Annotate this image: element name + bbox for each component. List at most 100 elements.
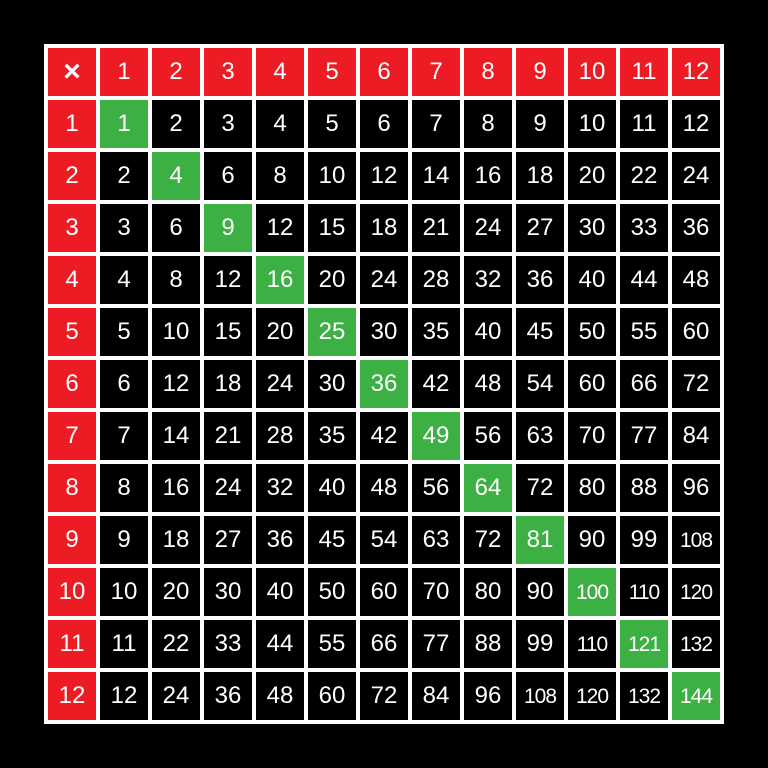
cell-6-1: 6 bbox=[100, 360, 148, 408]
cell-9-1: 9 bbox=[100, 516, 148, 564]
cell-12-10: 120 bbox=[568, 672, 616, 720]
cell-6-8: 48 bbox=[464, 360, 512, 408]
cell-2-9: 18 bbox=[516, 152, 564, 200]
cell-7-6: 42 bbox=[360, 412, 408, 460]
cell-1-3: 3 bbox=[204, 100, 252, 148]
cell-6-5: 30 bbox=[308, 360, 356, 408]
cell-1-12: 12 bbox=[672, 100, 720, 148]
cell-5-6: 30 bbox=[360, 308, 408, 356]
cell-12-11: 132 bbox=[620, 672, 668, 720]
cell-6-10: 60 bbox=[568, 360, 616, 408]
cell-10-5: 50 bbox=[308, 568, 356, 616]
cell-3-12: 36 bbox=[672, 204, 720, 252]
cell-2-12: 24 bbox=[672, 152, 720, 200]
cell-7-5: 35 bbox=[308, 412, 356, 460]
cell-4-10: 40 bbox=[568, 256, 616, 304]
col-header-7: 7 bbox=[412, 48, 460, 96]
cell-5-7: 35 bbox=[412, 308, 460, 356]
cell-3-1: 3 bbox=[100, 204, 148, 252]
cell-1-6: 6 bbox=[360, 100, 408, 148]
cell-7-12: 84 bbox=[672, 412, 720, 460]
cell-10-12: 120 bbox=[672, 568, 720, 616]
cell-10-1: 10 bbox=[100, 568, 148, 616]
cell-2-3: 6 bbox=[204, 152, 252, 200]
cell-7-4: 28 bbox=[256, 412, 304, 460]
cell-11-12: 132 bbox=[672, 620, 720, 668]
cell-7-2: 14 bbox=[152, 412, 200, 460]
cell-6-6: 36 bbox=[360, 360, 408, 408]
cell-4-2: 8 bbox=[152, 256, 200, 304]
cell-5-3: 15 bbox=[204, 308, 252, 356]
col-header-9: 9 bbox=[516, 48, 564, 96]
cell-9-5: 45 bbox=[308, 516, 356, 564]
cell-6-9: 54 bbox=[516, 360, 564, 408]
cell-9-10: 90 bbox=[568, 516, 616, 564]
cell-10-3: 30 bbox=[204, 568, 252, 616]
cell-8-9: 72 bbox=[516, 464, 564, 512]
cell-11-9: 99 bbox=[516, 620, 564, 668]
cell-12-7: 84 bbox=[412, 672, 460, 720]
cell-10-10: 100 bbox=[568, 568, 616, 616]
cell-7-9: 63 bbox=[516, 412, 564, 460]
col-header-5: 5 bbox=[308, 48, 356, 96]
row-header-7: 7 bbox=[48, 412, 96, 460]
cell-11-5: 55 bbox=[308, 620, 356, 668]
cell-2-2: 4 bbox=[152, 152, 200, 200]
cell-4-11: 44 bbox=[620, 256, 668, 304]
cell-8-7: 56 bbox=[412, 464, 460, 512]
cell-7-11: 77 bbox=[620, 412, 668, 460]
cell-5-12: 60 bbox=[672, 308, 720, 356]
cell-1-2: 2 bbox=[152, 100, 200, 148]
cell-9-3: 27 bbox=[204, 516, 252, 564]
cell-9-8: 72 bbox=[464, 516, 512, 564]
cell-11-3: 33 bbox=[204, 620, 252, 668]
cell-12-6: 72 bbox=[360, 672, 408, 720]
row-header-4: 4 bbox=[48, 256, 96, 304]
cell-3-6: 18 bbox=[360, 204, 408, 252]
cell-8-2: 16 bbox=[152, 464, 200, 512]
cell-2-11: 22 bbox=[620, 152, 668, 200]
cell-11-7: 77 bbox=[412, 620, 460, 668]
cell-5-9: 45 bbox=[516, 308, 564, 356]
corner-cell: × bbox=[48, 48, 96, 96]
cell-2-1: 2 bbox=[100, 152, 148, 200]
cell-8-6: 48 bbox=[360, 464, 408, 512]
cell-12-5: 60 bbox=[308, 672, 356, 720]
cell-10-6: 60 bbox=[360, 568, 408, 616]
cell-8-5: 40 bbox=[308, 464, 356, 512]
cell-4-6: 24 bbox=[360, 256, 408, 304]
cell-8-12: 96 bbox=[672, 464, 720, 512]
cell-11-4: 44 bbox=[256, 620, 304, 668]
col-header-8: 8 bbox=[464, 48, 512, 96]
cell-1-4: 4 bbox=[256, 100, 304, 148]
cell-10-2: 20 bbox=[152, 568, 200, 616]
row-header-2: 2 bbox=[48, 152, 96, 200]
row-header-9: 9 bbox=[48, 516, 96, 564]
row-header-1: 1 bbox=[48, 100, 96, 148]
cell-3-2: 6 bbox=[152, 204, 200, 252]
cell-10-9: 90 bbox=[516, 568, 564, 616]
cell-11-6: 66 bbox=[360, 620, 408, 668]
cell-3-5: 15 bbox=[308, 204, 356, 252]
cell-2-4: 8 bbox=[256, 152, 304, 200]
cell-7-8: 56 bbox=[464, 412, 512, 460]
row-header-10: 10 bbox=[48, 568, 96, 616]
cell-6-11: 66 bbox=[620, 360, 668, 408]
cell-12-12: 144 bbox=[672, 672, 720, 720]
row-header-3: 3 bbox=[48, 204, 96, 252]
cell-11-1: 11 bbox=[100, 620, 148, 668]
col-header-6: 6 bbox=[360, 48, 408, 96]
cell-5-8: 40 bbox=[464, 308, 512, 356]
col-header-4: 4 bbox=[256, 48, 304, 96]
cell-9-7: 63 bbox=[412, 516, 460, 564]
cell-12-2: 24 bbox=[152, 672, 200, 720]
cell-6-4: 24 bbox=[256, 360, 304, 408]
cell-4-5: 20 bbox=[308, 256, 356, 304]
cell-1-5: 5 bbox=[308, 100, 356, 148]
cell-1-11: 11 bbox=[620, 100, 668, 148]
col-header-1: 1 bbox=[100, 48, 148, 96]
col-header-12: 12 bbox=[672, 48, 720, 96]
cell-5-1: 5 bbox=[100, 308, 148, 356]
cell-8-3: 24 bbox=[204, 464, 252, 512]
table-container: ×123456789101112112345678910111222468101… bbox=[44, 44, 724, 724]
